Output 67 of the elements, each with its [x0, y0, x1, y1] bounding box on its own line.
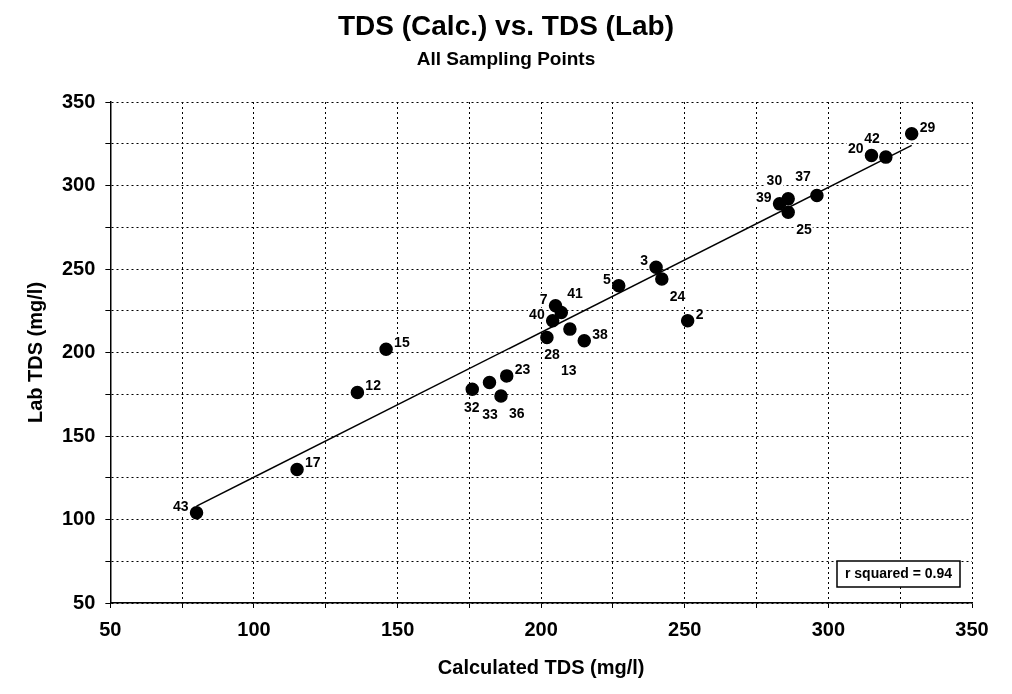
y-tick-label: 150 [61, 423, 96, 446]
chart-title: TDS (Calc.) vs. TDS (Lab) [336, 10, 675, 42]
point [649, 260, 663, 275]
annotation: 37 [795, 168, 812, 185]
annotation: 2 [695, 305, 704, 322]
x-axis-title: Calculated TDS (mg/l) [437, 655, 645, 678]
x-tick-label: 350 [955, 617, 989, 640]
annotation: 40 [529, 305, 545, 322]
point [879, 150, 893, 164]
y-tick-label: 350 [61, 89, 96, 112]
annotation: 38 [592, 325, 609, 342]
annotation: 36 [508, 404, 525, 421]
x-tick-label: 150 [380, 617, 415, 640]
y-tick-label: 250 [61, 256, 96, 279]
point [379, 342, 393, 356]
annotation: 15 [394, 334, 410, 351]
annotation: 33 [482, 406, 499, 423]
point [781, 192, 795, 206]
y-axis-title: Lab TDS (mg/l) [23, 281, 46, 424]
point [864, 148, 879, 163]
annotation: 41 [567, 285, 584, 302]
annotation: 30 [766, 171, 783, 188]
chart-subtitle: All Sampling Points [415, 48, 597, 70]
annotation: 29 [919, 118, 936, 135]
x-tick-label: 250 [668, 617, 702, 640]
annotation: 28 [544, 345, 561, 362]
point [563, 322, 577, 336]
point [465, 382, 479, 396]
annotation: 24 [669, 287, 686, 304]
point [810, 188, 824, 203]
y-tick-label: 100 [61, 507, 96, 530]
annotation: 12 [365, 377, 382, 394]
annotation: r squared = 0.94 [845, 564, 953, 581]
point [577, 334, 592, 348]
annotation: 42 [864, 129, 881, 146]
annotation: 20 [847, 140, 864, 157]
point [482, 375, 497, 390]
annotation: 25 [796, 221, 812, 238]
x-tick-label: 100 [237, 617, 271, 640]
point [781, 205, 795, 219]
x-tick-label: 300 [811, 617, 846, 640]
annotation: 7 [539, 290, 548, 307]
annotation: 32 [463, 399, 480, 416]
annotation: 3 [640, 252, 649, 269]
point [545, 314, 560, 328]
point [611, 278, 626, 293]
point [499, 369, 514, 383]
point [904, 126, 919, 141]
point [189, 506, 204, 520]
point [350, 385, 365, 400]
point [540, 330, 554, 345]
annotation: 23 [514, 360, 531, 377]
point [290, 462, 304, 477]
annotation: 5 [602, 270, 611, 287]
y-tick-label: 300 [61, 173, 96, 196]
y-tick-label: 200 [61, 340, 96, 363]
point [554, 305, 569, 320]
x-tick-label: 200 [524, 617, 558, 640]
y-tick-label: 50 [73, 590, 96, 613]
annotation: 13 [560, 362, 577, 379]
x-tick-label: 50 [99, 617, 122, 640]
annotation: 39 [756, 188, 772, 205]
annotation: 43 [172, 497, 189, 514]
annotation: 17 [305, 454, 321, 471]
point [680, 314, 695, 328]
point [655, 272, 669, 286]
point [494, 389, 508, 403]
